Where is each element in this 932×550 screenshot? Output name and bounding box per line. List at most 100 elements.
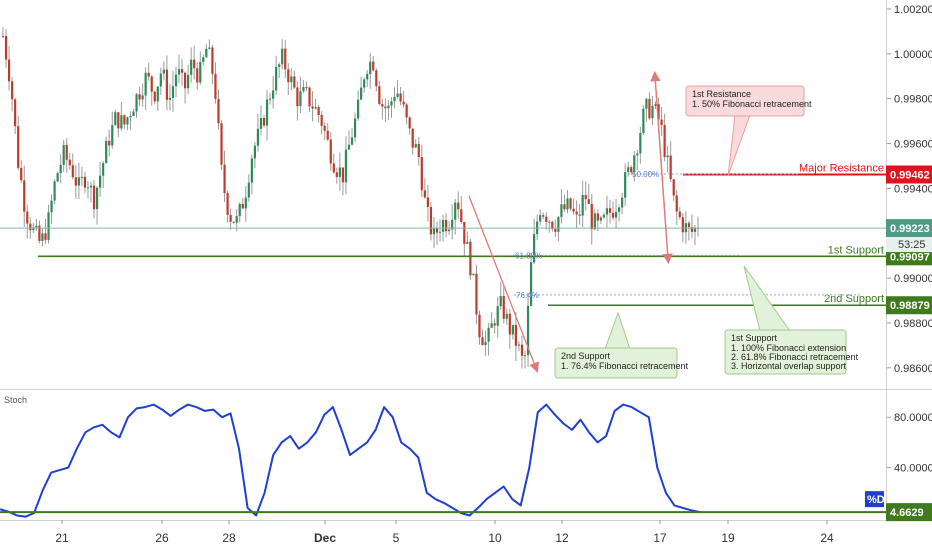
candle: [411, 128, 414, 155]
candle-body: [505, 313, 508, 319]
major-resistance-tag: 0.99462: [886, 165, 932, 184]
candle: [630, 165, 633, 176]
candle: [117, 111, 120, 137]
x-tick-label: 21: [55, 531, 69, 545]
candle-body: [265, 99, 269, 126]
candle-body: [114, 112, 117, 126]
candle: [74, 165, 77, 199]
candle-body: [335, 172, 338, 177]
support1-annotation-pointer: [743, 265, 791, 332]
candle: [268, 93, 272, 105]
fib-764-label: 76.4%: [516, 291, 539, 300]
candle-body: [23, 180, 26, 212]
candle: [226, 190, 229, 223]
candle-body: [344, 149, 348, 183]
candle-body: [414, 144, 417, 148]
candle-body: [402, 101, 405, 105]
candle: [53, 179, 56, 205]
candle-body: [308, 87, 311, 107]
major-resistance-tag-text: 0.99462: [890, 169, 930, 181]
candle-body: [520, 344, 524, 356]
support1-annotation-line: 3. Horizontal overlap support: [731, 361, 847, 371]
candle-body: [499, 296, 502, 307]
candle-body: [353, 118, 357, 138]
candle: [26, 204, 29, 239]
candle: [675, 190, 678, 226]
major-resistance-label: Major Resistance: [799, 162, 884, 174]
candle: [514, 312, 518, 362]
candle-body: [417, 144, 420, 158]
candle: [111, 111, 114, 150]
countdown-bg: [886, 237, 932, 253]
candle: [83, 171, 87, 194]
price-tick-label: 1.00200: [894, 4, 932, 16]
candle: [539, 209, 542, 226]
candle-body: [523, 355, 527, 357]
candle-body: [529, 262, 533, 306]
candle: [463, 221, 466, 256]
candle: [232, 221, 235, 224]
candle: [648, 92, 651, 121]
candle-body: [95, 187, 99, 210]
candle: [602, 212, 606, 220]
candle-body: [478, 314, 481, 338]
candle: [384, 98, 387, 123]
candle: [438, 219, 442, 242]
candle-body: [281, 48, 284, 65]
candle-body: [590, 203, 593, 230]
candle: [636, 149, 639, 171]
candle-body: [199, 61, 202, 83]
candle: [196, 62, 199, 90]
candle-body: [369, 61, 372, 75]
candle: [605, 195, 609, 228]
candle-body: [475, 273, 478, 315]
candle: [241, 197, 244, 209]
candle: [92, 180, 96, 219]
candle: [138, 86, 141, 106]
candle: [417, 137, 420, 166]
candle: [129, 111, 132, 130]
candle: [517, 341, 521, 352]
candle-body: [669, 155, 672, 180]
candle-body: [426, 197, 429, 207]
candle: [199, 51, 202, 85]
candle: [360, 76, 363, 100]
candle-body: [80, 176, 84, 178]
candle: [502, 285, 505, 324]
candle-body: [302, 87, 305, 92]
candle-body: [180, 69, 184, 73]
candle-body: [356, 99, 360, 119]
candle-body: [438, 231, 442, 233]
candle-body: [493, 323, 496, 326]
candle: [466, 231, 469, 244]
candle-body: [435, 227, 439, 233]
stoch-layer: Stoch %D: [0, 395, 886, 518]
candle-body: [208, 47, 211, 49]
candle-body: [557, 217, 560, 232]
candle-body: [284, 48, 287, 70]
candle-body: [211, 47, 214, 74]
candle: [1, 27, 5, 38]
candle: [317, 104, 320, 123]
candle-body: [311, 106, 314, 109]
candle-body: [681, 217, 684, 233]
price-tick-label: 0.99000: [894, 273, 932, 285]
candle: [608, 199, 612, 224]
price-tick-label: 1.00000: [894, 49, 932, 61]
candle-body: [275, 66, 278, 91]
candle-body: [296, 87, 299, 107]
candle-body: [563, 204, 566, 210]
candle: [408, 116, 411, 135]
candle: [633, 151, 636, 182]
candle-body: [566, 198, 569, 210]
candle-body: [108, 140, 111, 146]
candle-body: [569, 198, 572, 209]
candle-body: [399, 93, 402, 102]
resistance-annotation-line: 1. 50% Fibonacci retracement: [692, 99, 812, 109]
candle: [381, 99, 384, 120]
candle-body: [314, 107, 317, 109]
candle: [684, 211, 687, 244]
candle: [542, 212, 545, 220]
